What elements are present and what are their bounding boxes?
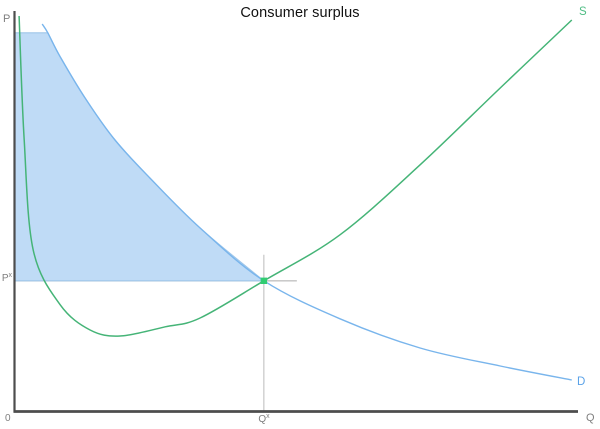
supply-curve: [18, 15, 573, 337]
y-axis-label: P: [3, 13, 11, 25]
demand-curve-label: D: [577, 376, 586, 388]
superscript: x: [8, 272, 13, 279]
origin-label: 0: [5, 413, 11, 424]
x-axis-label: Q: [586, 412, 595, 424]
equilibrium-quantity-label: Qx: [258, 413, 270, 425]
demand-curve: [41, 23, 572, 381]
equilibrium-marker: [260, 277, 268, 284]
superscript: x: [266, 413, 270, 420]
consumer-surplus-area: [14, 32, 266, 282]
chart-title: Consumer surplus: [240, 5, 360, 21]
supply-curve-label: S: [579, 6, 587, 18]
equilibrium-price-label: Px: [1, 272, 13, 284]
